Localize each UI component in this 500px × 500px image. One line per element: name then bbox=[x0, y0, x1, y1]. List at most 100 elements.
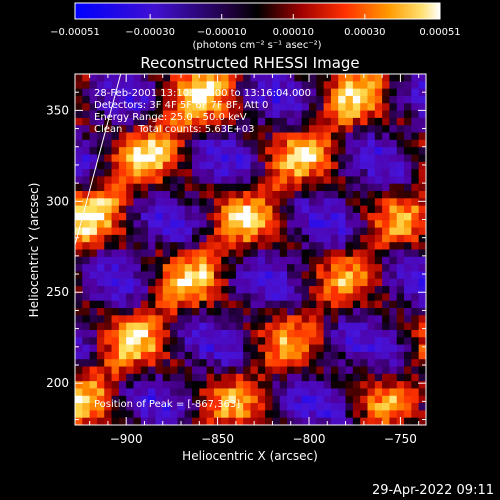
heatmap-cell bbox=[170, 227, 178, 236]
y-tick-label: 300 bbox=[46, 194, 69, 208]
heatmap-cell bbox=[213, 366, 222, 375]
heatmap-cell bbox=[323, 293, 332, 302]
heatmap-cell bbox=[199, 322, 208, 331]
heatmap-cell bbox=[382, 417, 391, 425]
heatmap-cell bbox=[162, 183, 171, 192]
heatmap-cell bbox=[89, 191, 98, 199]
heatmap-cell bbox=[235, 81, 244, 90]
heatmap-cell bbox=[418, 147, 426, 156]
heatmap-cell bbox=[235, 139, 244, 148]
heatmap-cell bbox=[162, 169, 171, 177]
heatmap-cell bbox=[75, 147, 83, 156]
heatmap-cell bbox=[374, 110, 383, 119]
heatmap-cell bbox=[177, 161, 186, 170]
heatmap-cell bbox=[199, 169, 208, 177]
heatmap-cell bbox=[411, 183, 420, 192]
heatmap-cell bbox=[345, 220, 354, 229]
heatmap-cell bbox=[367, 139, 376, 148]
heatmap-cell bbox=[235, 300, 244, 309]
heatmap-cell bbox=[272, 212, 281, 221]
heatmap-cell bbox=[382, 308, 391, 316]
heatmap-cell bbox=[287, 271, 295, 280]
heatmap-cell bbox=[272, 242, 281, 251]
heatmap-cell bbox=[345, 308, 354, 316]
heatmap-cell bbox=[170, 410, 178, 419]
heatmap-cell bbox=[133, 95, 142, 104]
heatmap-cell bbox=[265, 271, 274, 280]
heatmap-cell bbox=[309, 322, 317, 331]
heatmap-cell bbox=[352, 249, 361, 258]
heatmap-cell bbox=[279, 242, 288, 251]
heatmap-cell bbox=[287, 220, 295, 229]
heatmap-cell bbox=[257, 322, 266, 331]
heatmap-cell bbox=[243, 322, 252, 331]
heatmap-cell bbox=[316, 154, 325, 163]
heatmap-cell bbox=[126, 373, 135, 382]
heatmap-cell bbox=[338, 403, 347, 411]
heatmap-cell bbox=[243, 81, 252, 90]
heatmap-cell bbox=[411, 212, 420, 221]
heatmap-cell bbox=[330, 88, 339, 97]
heatmap-cell bbox=[338, 381, 347, 390]
heatmap-cell bbox=[235, 293, 244, 302]
heatmap-cell bbox=[126, 337, 135, 346]
heatmap-cell bbox=[309, 110, 317, 119]
heatmap-cell bbox=[89, 410, 98, 419]
heatmap-cell bbox=[279, 169, 288, 177]
heatmap-cell bbox=[162, 132, 171, 141]
heatmap-cell bbox=[155, 161, 164, 170]
heatmap-cell bbox=[265, 176, 274, 185]
heatmap-cell bbox=[111, 95, 120, 104]
x-axis-label: Heliocentric X (arcsec) bbox=[182, 449, 318, 463]
heatmap-cell bbox=[345, 176, 354, 185]
heatmap-cell bbox=[404, 249, 412, 258]
heatmap-cell bbox=[162, 227, 171, 236]
heatmap-cell bbox=[228, 117, 237, 126]
heatmap-cell bbox=[316, 359, 325, 368]
heatmap-cell bbox=[184, 95, 193, 104]
heatmap-cell bbox=[411, 359, 420, 368]
heatmap-cell bbox=[316, 337, 325, 346]
heatmap-cell bbox=[235, 95, 244, 104]
heatmap-cell bbox=[155, 395, 164, 404]
heatmap-cell bbox=[257, 403, 266, 411]
heatmap-cell bbox=[272, 125, 281, 134]
heatmap-cell bbox=[345, 191, 354, 199]
heatmap-cell bbox=[155, 373, 164, 382]
heatmap-cell bbox=[184, 74, 193, 82]
heatmap-cell bbox=[418, 359, 426, 368]
heatmap-cell bbox=[418, 117, 426, 126]
heatmap-cell bbox=[104, 264, 113, 273]
heatmap-cell bbox=[389, 337, 398, 346]
heatmap-cell bbox=[272, 205, 281, 214]
heatmap-cell bbox=[111, 395, 120, 404]
heatmap-cell bbox=[323, 88, 332, 97]
heatmap-cell bbox=[360, 395, 369, 404]
heatmap-cell bbox=[133, 417, 142, 425]
heatmap-cell bbox=[206, 366, 215, 375]
heatmap-cell bbox=[140, 249, 149, 258]
heatmap-cell bbox=[374, 81, 383, 90]
heatmap-cell bbox=[279, 147, 288, 156]
heatmap-cell bbox=[89, 234, 98, 243]
heatmap-cell bbox=[170, 344, 178, 353]
heatmap-cell bbox=[294, 322, 303, 331]
heatmap-cell bbox=[301, 81, 310, 90]
heatmap-cell bbox=[367, 366, 376, 375]
heatmap-cell bbox=[338, 117, 347, 126]
heatmap-cell bbox=[228, 110, 237, 119]
heatmap-cell bbox=[272, 293, 281, 302]
heatmap-cell bbox=[199, 132, 208, 141]
heatmap-cell bbox=[82, 256, 91, 265]
heatmap-cell bbox=[126, 205, 135, 214]
heatmap-cell bbox=[287, 110, 295, 119]
heatmap-cell bbox=[235, 388, 244, 397]
heatmap-cell bbox=[170, 329, 178, 338]
heatmap-cell bbox=[155, 176, 164, 185]
heatmap-cell bbox=[199, 103, 208, 112]
heatmap-cell bbox=[213, 132, 222, 141]
heatmap-cell bbox=[316, 315, 325, 324]
heatmap-cell bbox=[104, 191, 113, 199]
heatmap-cell bbox=[221, 132, 230, 141]
heatmap-cell bbox=[170, 293, 178, 302]
